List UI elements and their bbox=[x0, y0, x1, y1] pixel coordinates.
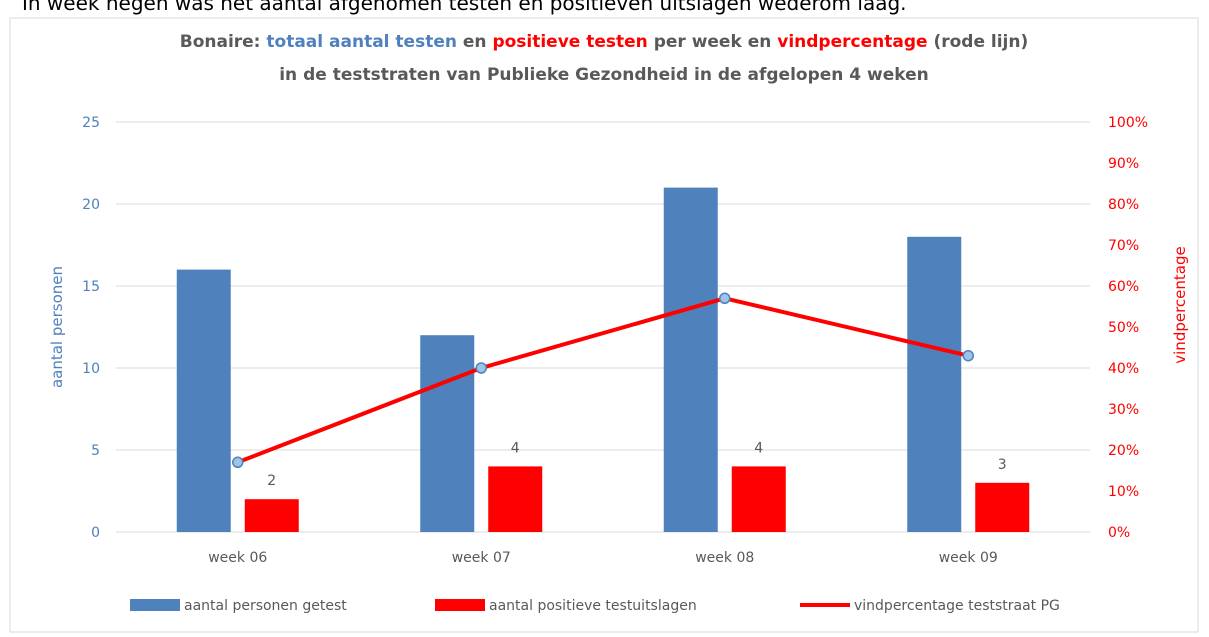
data-label: 4 bbox=[511, 440, 520, 456]
y-tick-label: 25 bbox=[82, 115, 100, 131]
line bbox=[237, 296, 969, 465]
bar bbox=[663, 187, 718, 532]
bar bbox=[731, 466, 786, 532]
y-tick-label: 5 bbox=[91, 443, 100, 459]
y2-axis-label: vindpercentage bbox=[1171, 246, 1189, 363]
bar bbox=[176, 269, 231, 532]
y2-tick-label: 60% bbox=[1108, 279, 1139, 295]
title-part: totaal aantal testen bbox=[266, 32, 457, 52]
chart-title: Bonaire: totaal aantal testen en positie… bbox=[180, 32, 1029, 52]
bar bbox=[488, 466, 543, 532]
y2-tick-label: 50% bbox=[1108, 320, 1139, 336]
intro-text: In week negen was het aantal afgenomen t… bbox=[22, 0, 907, 15]
bar bbox=[975, 482, 1030, 532]
y2-tick-label: 40% bbox=[1108, 361, 1139, 377]
x-tick-label: week 06 bbox=[208, 550, 267, 566]
y-tick-label: 20 bbox=[82, 197, 100, 213]
title-part: vindpercentage bbox=[777, 32, 927, 52]
title-part: (rode lijn) bbox=[928, 32, 1029, 52]
chart-subtitle: in de teststraten van Publieke Gezondhei… bbox=[279, 65, 929, 85]
title-part: positieve testen bbox=[492, 32, 647, 52]
data-label: 2 bbox=[267, 473, 276, 489]
legend-swatch bbox=[435, 599, 485, 611]
y2-tick-label: 70% bbox=[1108, 238, 1139, 254]
y2-tick-label: 100% bbox=[1108, 115, 1148, 131]
x-tick-label: week 07 bbox=[452, 550, 511, 566]
x-tick-label: week 08 bbox=[695, 550, 754, 566]
legend-label: aantal positieve testuitslagen bbox=[489, 598, 697, 614]
bar bbox=[420, 335, 475, 532]
y2-tick-label: 10% bbox=[1108, 484, 1139, 500]
line-marker bbox=[719, 292, 731, 305]
title-part: Bonaire: bbox=[180, 32, 267, 52]
y2-tick-label: 80% bbox=[1108, 197, 1139, 213]
y2-tick-label: 30% bbox=[1108, 402, 1139, 418]
y2-tick-label: 90% bbox=[1108, 156, 1139, 172]
title-part: en bbox=[457, 32, 492, 52]
y2-tick-label: 0% bbox=[1108, 525, 1130, 541]
legend-label: aantal personen getest bbox=[184, 598, 347, 614]
y-tick-label: 0 bbox=[91, 525, 100, 541]
line-marker bbox=[962, 349, 974, 362]
y-tick-label: 15 bbox=[82, 279, 100, 295]
line-marker bbox=[475, 362, 487, 374]
bar bbox=[907, 236, 962, 533]
y-tick-label: 10 bbox=[82, 361, 100, 377]
legend-label: vindpercentage teststraat PG bbox=[854, 598, 1060, 614]
line-marker bbox=[232, 456, 244, 469]
title-part: per week en bbox=[648, 32, 777, 52]
legend-swatch bbox=[130, 599, 180, 611]
bar bbox=[244, 499, 299, 532]
data-label: 3 bbox=[998, 457, 1007, 473]
y-axis-label: aantal personen bbox=[48, 266, 66, 388]
x-tick-label: week 09 bbox=[939, 550, 998, 566]
y2-tick-label: 20% bbox=[1108, 443, 1139, 459]
data-label: 4 bbox=[754, 440, 763, 456]
